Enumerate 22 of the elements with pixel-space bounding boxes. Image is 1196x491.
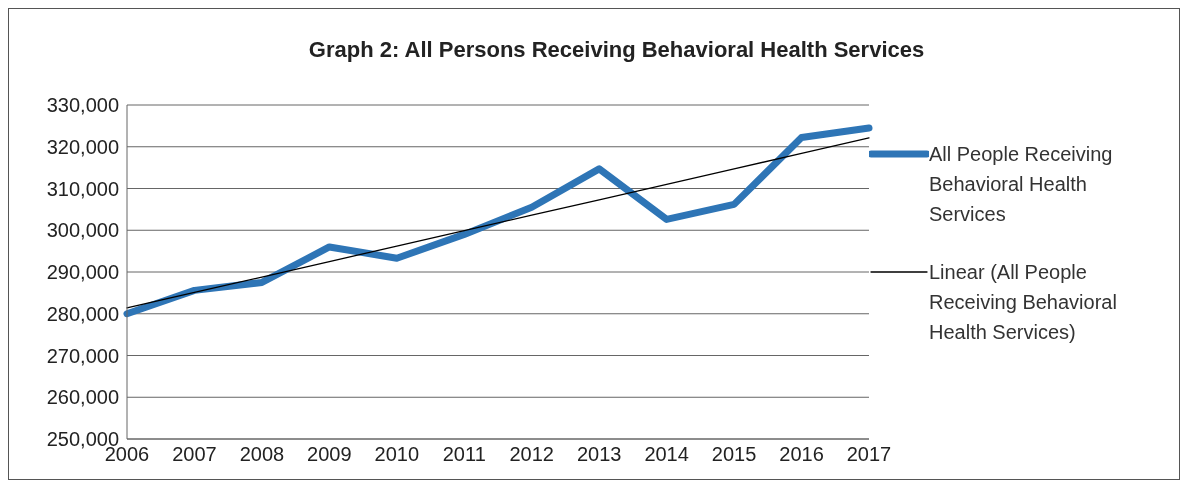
x-tick-label: 2008 [239,443,285,466]
y-tick-label: 320,000 [46,135,119,158]
y-tick-label: 290,000 [46,261,119,284]
y-tick-label: 330,000 [46,94,119,117]
y-tick-label: 300,000 [46,219,119,242]
x-tick-label: 2013 [576,443,622,466]
y-tick-label: 270,000 [46,344,119,367]
y-tick-label: 260,000 [46,386,119,409]
x-tick-label: 2007 [172,443,217,466]
chart-title: Graph 2: All Persons Receiving Behavioral Health Services [307,37,926,63]
x-tick-label: 2016 [779,443,824,466]
legend-label: Linear (All People Receiving Behavioral Health Services) [929,260,1118,345]
x-tick-label: 2015 [711,443,757,466]
x-tick-label: 2009 [307,443,352,466]
x-tick-label: 2017 [846,443,892,466]
x-tick-label: 2010 [374,443,420,466]
legend-label: All People Receiving Behavioral Health Services [929,142,1114,227]
x-tick-label: 2012 [509,443,554,466]
y-tick-label: 310,000 [46,177,119,200]
y-tick-label: 280,000 [46,302,119,325]
x-tick-label: 2014 [644,443,689,466]
x-tick-label: 2011 [442,443,486,466]
